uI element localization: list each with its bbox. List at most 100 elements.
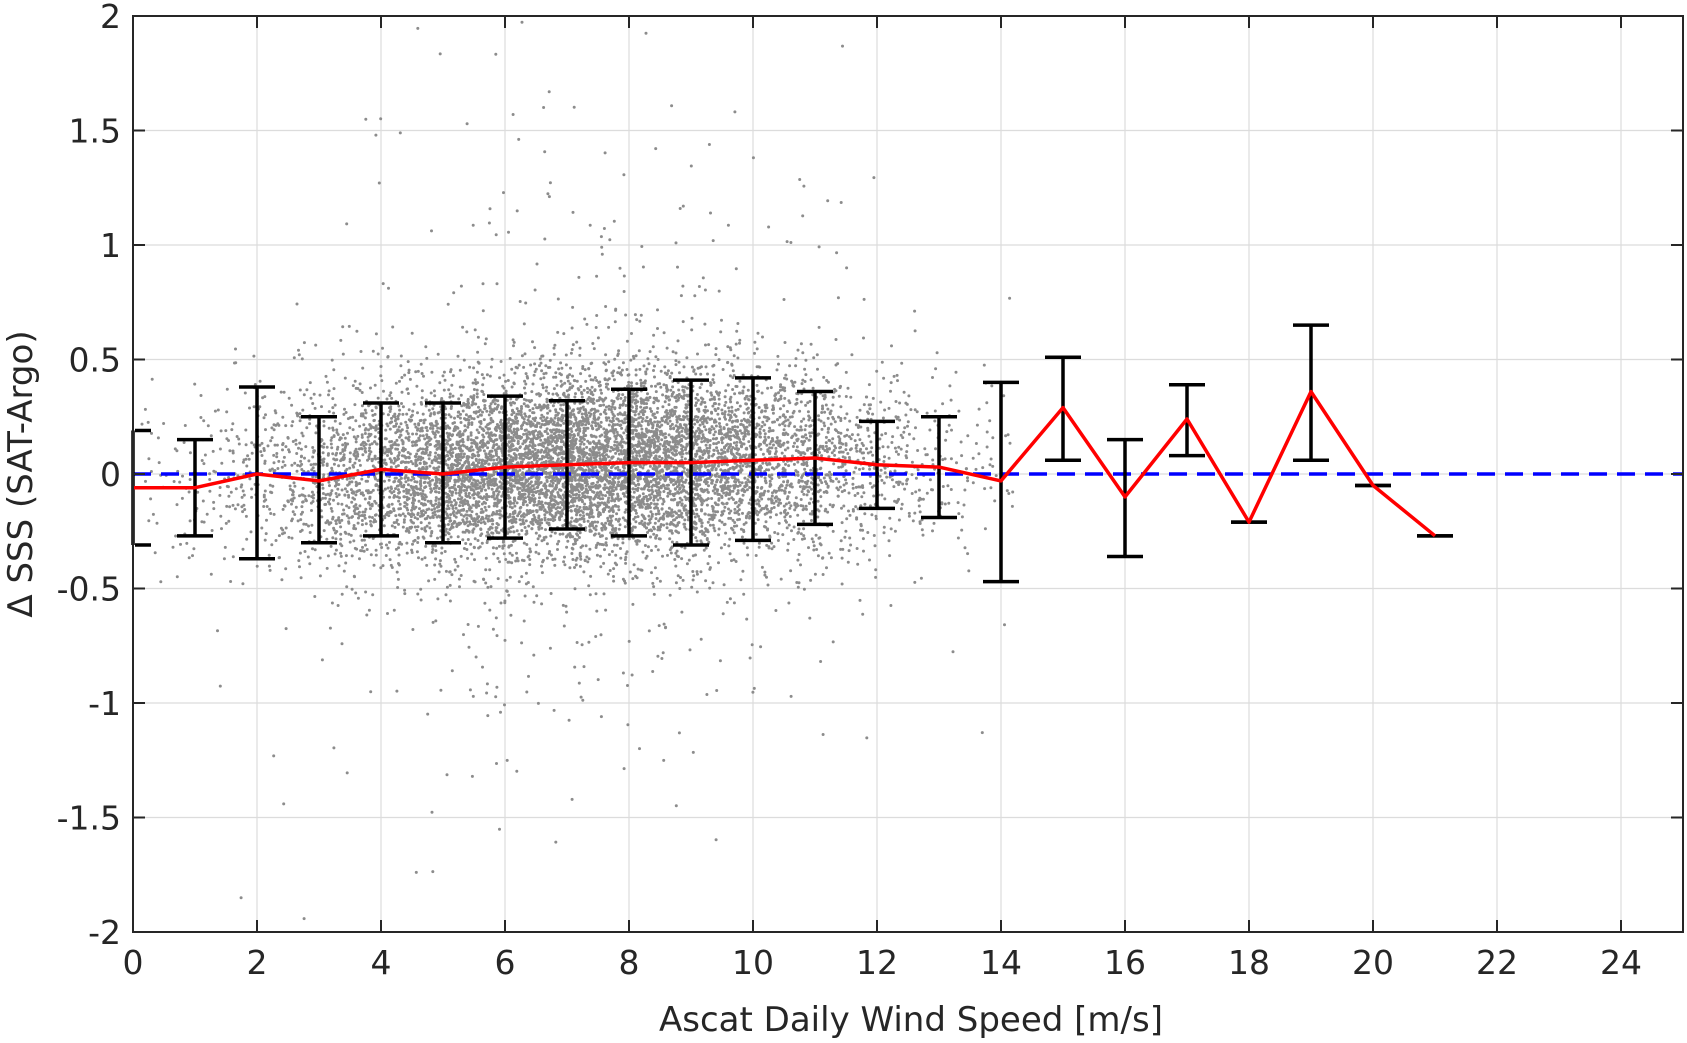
scatter-point xyxy=(582,570,585,573)
scatter-point xyxy=(731,428,734,431)
scatter-point xyxy=(512,530,515,533)
scatter-point xyxy=(589,400,592,403)
scatter-point xyxy=(878,438,881,441)
scatter-point xyxy=(541,560,544,563)
scatter-point xyxy=(702,433,705,436)
scatter-point xyxy=(531,340,534,343)
scatter-point xyxy=(928,429,931,432)
scatter-point xyxy=(436,537,439,540)
scatter-point xyxy=(374,458,377,461)
scatter-point xyxy=(675,581,678,584)
scatter-point xyxy=(543,238,546,241)
scatter-point xyxy=(795,449,798,452)
scatter-point xyxy=(424,556,427,559)
scatter-point xyxy=(784,448,787,451)
scatter-point xyxy=(635,429,638,432)
scatter-point xyxy=(273,423,276,426)
scatter-point xyxy=(767,226,770,229)
scatter-point xyxy=(295,452,298,455)
scatter-point xyxy=(487,520,490,523)
scatter-point xyxy=(490,585,493,588)
scatter-point xyxy=(810,343,813,346)
scatter-point xyxy=(681,285,684,288)
scatter-point xyxy=(846,452,849,455)
scatter-point xyxy=(373,564,376,567)
scatter-point xyxy=(1009,442,1012,445)
scatter-point xyxy=(640,245,643,248)
scatter-point xyxy=(693,418,696,421)
scatter-point xyxy=(715,390,718,393)
scatter-point xyxy=(702,422,705,425)
scatter-point xyxy=(643,364,646,367)
scatter-point xyxy=(801,214,804,217)
scatter-point xyxy=(458,585,461,588)
scatter-point xyxy=(189,519,192,522)
scatter-point xyxy=(325,493,328,496)
scatter-point xyxy=(725,432,728,435)
scatter-point xyxy=(683,410,686,413)
scatter-point xyxy=(736,505,739,508)
scatter-point xyxy=(433,564,436,567)
scatter-point xyxy=(473,497,476,500)
scatter-point xyxy=(484,444,487,447)
scatter-point xyxy=(354,419,357,422)
scatter-point xyxy=(769,480,772,483)
scatter-point xyxy=(709,212,712,215)
scatter-point xyxy=(554,371,557,374)
scatter-point xyxy=(725,444,728,447)
scatter-point xyxy=(646,531,649,534)
scatter-point xyxy=(880,469,883,472)
scatter-point xyxy=(988,419,991,422)
scatter-point xyxy=(797,349,800,352)
scatter-point xyxy=(718,403,721,406)
scatter-point xyxy=(407,483,410,486)
scatter-point xyxy=(407,360,410,363)
scatter-point xyxy=(622,516,625,519)
scatter-point xyxy=(762,453,765,456)
scatter-point xyxy=(743,411,746,414)
scatter-point xyxy=(451,443,454,446)
scatter-point xyxy=(621,369,624,372)
scatter-point xyxy=(546,542,549,545)
scatter-point xyxy=(553,347,556,350)
scatter-point xyxy=(917,468,920,471)
scatter-point xyxy=(220,462,223,465)
scatter-point xyxy=(324,497,327,500)
scatter-point xyxy=(851,433,854,436)
scatter-point xyxy=(653,365,656,368)
scatter-point xyxy=(685,356,688,359)
scatter-point xyxy=(712,381,715,384)
scatter-point xyxy=(354,592,357,595)
scatter-point xyxy=(888,539,891,542)
scatter-point xyxy=(591,427,594,430)
scatter-point xyxy=(570,430,573,433)
scatter-point xyxy=(417,422,420,425)
scatter-point xyxy=(863,298,866,301)
scatter-point xyxy=(748,454,751,457)
scatter-point xyxy=(580,524,583,527)
scatter-point xyxy=(596,542,599,545)
scatter-point xyxy=(603,227,606,230)
scatter-point xyxy=(731,420,734,423)
scatter-point xyxy=(684,457,687,460)
scatter-point xyxy=(896,379,899,382)
scatter-point xyxy=(752,156,755,159)
scatter-point xyxy=(812,356,815,359)
scatter-point xyxy=(527,495,530,498)
scatter-point xyxy=(739,405,742,408)
scatter-point xyxy=(481,666,484,669)
scatter-point xyxy=(783,511,786,514)
scatter-point xyxy=(435,496,438,499)
scatter-point xyxy=(586,421,589,424)
scatter-point xyxy=(590,409,593,412)
scatter-point xyxy=(403,589,406,592)
scatter-point xyxy=(460,394,463,397)
scatter-point xyxy=(657,358,660,361)
scatter-point xyxy=(565,354,568,357)
scatter-point xyxy=(781,533,784,536)
scatter-point xyxy=(960,529,963,532)
scatter-point xyxy=(369,387,372,390)
scatter-point xyxy=(334,420,337,423)
scatter-point xyxy=(788,524,791,527)
scatter-point xyxy=(413,423,416,426)
